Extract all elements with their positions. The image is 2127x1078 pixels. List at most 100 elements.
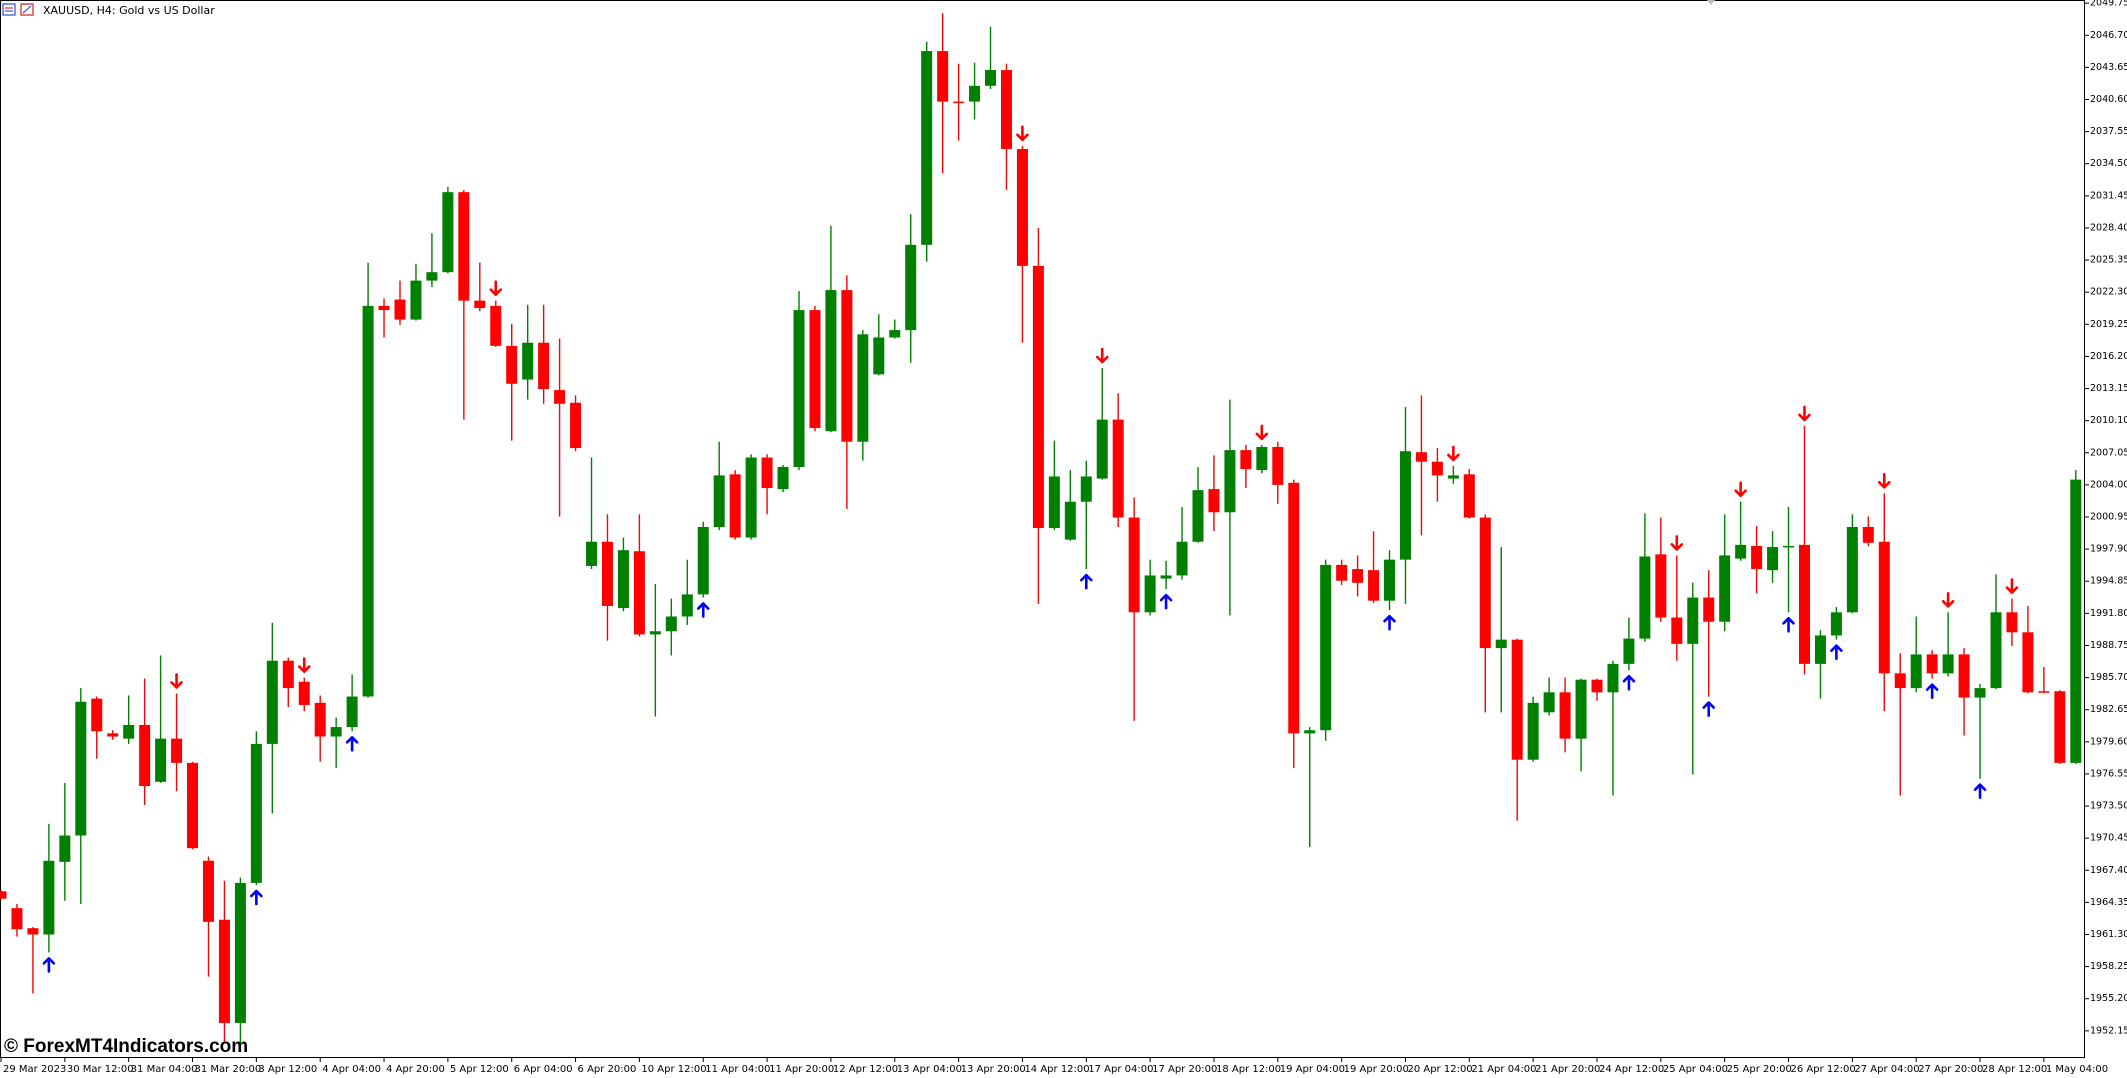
y-tick-label: 2031.45 bbox=[2090, 190, 2127, 201]
candle-body bbox=[1384, 559, 1396, 601]
candle-body bbox=[1000, 70, 1012, 149]
x-tick-label: 31 Mar 04:00 bbox=[131, 1064, 198, 1075]
y-tick-label: 2004.00 bbox=[2090, 479, 2127, 490]
candle-body bbox=[857, 334, 869, 442]
candle-body bbox=[1814, 635, 1826, 664]
candle-body bbox=[1096, 419, 1108, 479]
candle-body bbox=[426, 272, 438, 281]
icon bbox=[2, 3, 16, 16]
candle-body bbox=[1735, 544, 1747, 559]
candle-body bbox=[27, 928, 39, 935]
y-tick-label: 2049.75 bbox=[2090, 0, 2127, 9]
candle-body bbox=[218, 919, 230, 1023]
candle-body bbox=[314, 702, 326, 737]
candle-body bbox=[266, 660, 278, 744]
x-tick-label: 18 Apr 12:00 bbox=[1216, 1064, 1281, 1075]
x-tick-label: 14 Apr 12:00 bbox=[1024, 1064, 1089, 1075]
x-tick-label: 26 Apr 12:00 bbox=[1791, 1064, 1856, 1075]
candle-body bbox=[1048, 476, 1060, 529]
candle-body bbox=[985, 70, 997, 86]
candle-body bbox=[362, 305, 374, 697]
candle-body bbox=[1352, 569, 1364, 583]
candle-body bbox=[2038, 691, 2050, 693]
sell-arrow bbox=[1798, 405, 1811, 422]
y-tick-label: 2043.65 bbox=[2090, 62, 2127, 73]
candle-body bbox=[1463, 474, 1475, 518]
buy-arrow bbox=[1383, 614, 1396, 631]
y-tick-label: 1973.50 bbox=[2090, 801, 2127, 812]
candle-body bbox=[139, 724, 151, 787]
candle-body bbox=[1368, 570, 1380, 601]
candle-body bbox=[1990, 612, 2002, 689]
candle-body bbox=[713, 475, 725, 527]
x-tick-label: 25 Apr 04:00 bbox=[1663, 1064, 1728, 1075]
watermark: © ForexMT4Indicators.com bbox=[4, 1036, 248, 1057]
sell-arrow bbox=[1877, 473, 1891, 489]
candle-body bbox=[969, 85, 981, 102]
x-tick-label: 19 Apr 20:00 bbox=[1344, 1064, 1409, 1075]
candle-body bbox=[1830, 612, 1842, 636]
candle-body bbox=[1320, 564, 1332, 731]
plot-frame bbox=[0, 0, 2085, 1058]
candle-body bbox=[1942, 654, 1954, 674]
candle-body bbox=[250, 743, 262, 883]
sell-arrow bbox=[1016, 125, 1029, 142]
candle-body bbox=[1032, 265, 1044, 529]
x-tick-label: 12 Apr 12:00 bbox=[833, 1064, 898, 1075]
y-tick-label: 2010.10 bbox=[2090, 415, 2127, 426]
candle-body bbox=[761, 457, 773, 489]
candle-body bbox=[1176, 541, 1188, 576]
candle-body bbox=[123, 724, 135, 739]
candle-body bbox=[937, 51, 949, 102]
candle-body bbox=[554, 390, 566, 404]
y-tick-label: 1967.40 bbox=[2090, 865, 2127, 876]
buy-arrow bbox=[1702, 701, 1716, 717]
candle-body bbox=[2006, 612, 2018, 633]
y-tick-label: 1994.85 bbox=[2090, 576, 2127, 587]
x-tick-label: 6 Apr 20:00 bbox=[578, 1064, 637, 1075]
candle-body bbox=[633, 551, 645, 635]
candle-body bbox=[1511, 639, 1523, 760]
candle-body bbox=[1687, 597, 1699, 644]
candle-body bbox=[442, 192, 454, 273]
candle-body bbox=[1240, 450, 1252, 470]
candle-body bbox=[1304, 730, 1316, 734]
y-tick-label: 1985.70 bbox=[2090, 672, 2127, 683]
candle-body bbox=[1926, 654, 1938, 674]
sell-arrow bbox=[1941, 591, 1955, 608]
x-tick-label: 17 Apr 04:00 bbox=[1088, 1064, 1153, 1075]
candle-body bbox=[1399, 451, 1411, 560]
candle-body bbox=[745, 457, 757, 538]
candle-body bbox=[2070, 479, 2082, 763]
candle-body bbox=[538, 342, 550, 390]
x-tick-label: 4 Apr 04:00 bbox=[322, 1064, 381, 1075]
candle-body bbox=[1798, 544, 1810, 664]
candle-body bbox=[617, 550, 629, 609]
candle-body bbox=[649, 631, 661, 635]
candle-body bbox=[1862, 526, 1874, 543]
candle-body bbox=[171, 738, 183, 763]
x-tick-label: 11 Apr 20:00 bbox=[769, 1064, 834, 1075]
candle-body bbox=[1655, 554, 1667, 618]
candle-body bbox=[458, 192, 470, 301]
y-tick-label: 1982.65 bbox=[2090, 704, 2127, 715]
y-tick-label: 2034.50 bbox=[2090, 158, 2127, 169]
candle-body bbox=[921, 51, 933, 245]
buy-arrow bbox=[1622, 674, 1636, 691]
candle-body bbox=[1591, 679, 1603, 693]
candle-body bbox=[1559, 692, 1571, 739]
candle-body bbox=[1272, 446, 1284, 485]
y-tick-label: 2000.95 bbox=[2090, 511, 2127, 522]
y-tick-label: 2016.20 bbox=[2090, 351, 2127, 362]
icon-line bbox=[22, 5, 32, 14]
candle-body bbox=[1447, 475, 1459, 479]
candle-body bbox=[1974, 688, 1986, 698]
x-tick-label: 27 Apr 20:00 bbox=[1918, 1064, 1983, 1075]
candle-body bbox=[809, 310, 821, 429]
candle-body bbox=[1783, 545, 1795, 548]
candle-body bbox=[825, 290, 837, 432]
y-tick-label: 2046.70 bbox=[2090, 30, 2127, 41]
buy-arrow bbox=[42, 957, 56, 973]
y-tick-label: 2013.15 bbox=[2090, 383, 2127, 394]
